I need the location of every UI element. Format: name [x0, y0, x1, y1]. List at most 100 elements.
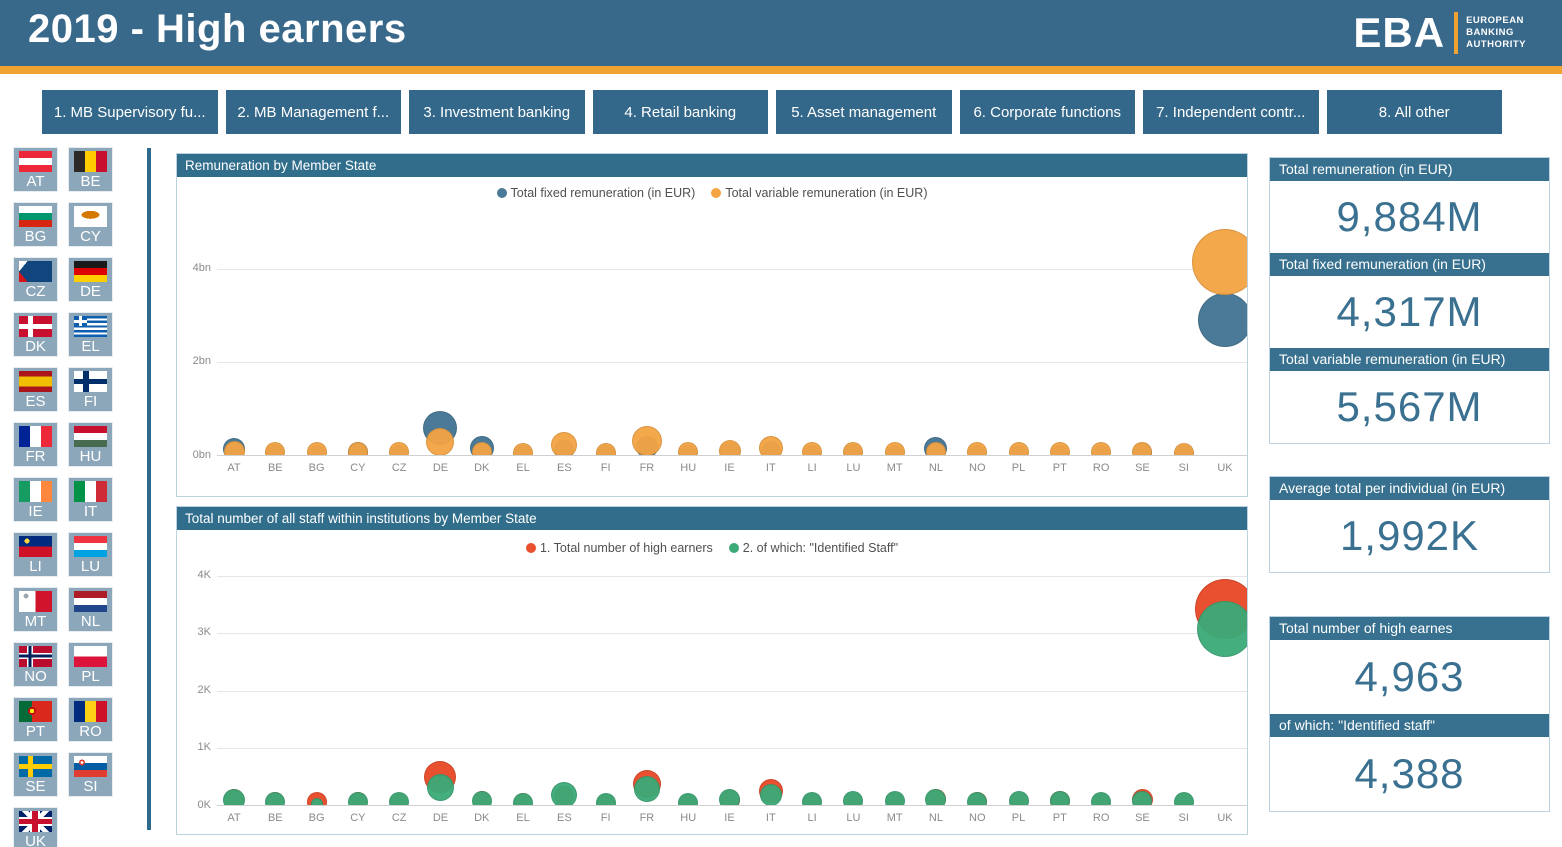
data-point-mt-s1[interactable] [884, 442, 905, 455]
data-point-cz-s1[interactable] [389, 792, 410, 805]
legend-dot-icon [496, 188, 507, 198]
legend-item-total-fixed-remuneration-in-eur[interactable]: Total fixed remuneration (in EUR) [496, 186, 695, 200]
data-point-li-s1[interactable] [802, 791, 823, 805]
country-filter-si[interactable]: SI [68, 752, 113, 797]
data-point-bg-s1[interactable] [310, 798, 323, 805]
data-point-ro-s1[interactable] [1091, 442, 1112, 455]
data-point-pt-s1[interactable] [1049, 442, 1070, 455]
country-filter-ro[interactable]: RO [68, 697, 113, 742]
country-filter-pl[interactable]: PL [68, 642, 113, 687]
data-point-fi-s1[interactable] [595, 792, 616, 805]
data-point-mt-s1[interactable] [884, 791, 905, 805]
data-point-pt-s1[interactable] [1049, 791, 1070, 805]
data-point-cy-s1[interactable] [347, 791, 368, 805]
kpi-group-2: Average total per individual (in EUR) 1,9… [1269, 476, 1550, 573]
eba-logo-separator [1454, 12, 1459, 54]
data-point-be-s1[interactable] [265, 791, 286, 805]
data-point-pl-s1[interactable] [1008, 442, 1029, 455]
eba-logo-abbr: EBA [1353, 9, 1446, 56]
country-filter-lu[interactable]: LU [68, 532, 113, 577]
y-axis-tick: 0K [197, 799, 211, 811]
data-point-uk-s1[interactable] [1192, 228, 1247, 295]
data-point-lu-s1[interactable] [843, 441, 864, 455]
data-point-de-s1[interactable] [426, 773, 454, 801]
country-filter-ie[interactable]: IE [13, 477, 58, 522]
data-point-lu-s1[interactable] [843, 790, 864, 805]
data-point-fi-s1[interactable] [595, 442, 616, 455]
data-point-si-s1[interactable] [1173, 442, 1194, 455]
data-point-se-s1[interactable] [1132, 441, 1153, 455]
kpi-group-3: Total number of high earnes 4,963 of which… [1269, 616, 1550, 812]
country-filter-fr[interactable]: FR [13, 422, 58, 467]
legend-item-1-total-number-of-high-earners[interactable]: 1. Total number of high earners [525, 541, 713, 555]
data-point-de-s1[interactable] [426, 427, 455, 455]
data-point-dk-s1[interactable] [471, 790, 492, 805]
country-filter-hu[interactable]: HU [68, 422, 113, 467]
data-point-ro-s1[interactable] [1091, 791, 1112, 805]
data-point-be-s1[interactable] [265, 442, 286, 455]
legend-item-total-variable-remuneration-in-eur[interactable]: Total variable remuneration (in EUR) [711, 186, 927, 200]
tab-4-retail-banking[interactable]: 4. Retail banking [592, 90, 768, 134]
data-point-it-s1[interactable] [758, 436, 783, 455]
flag-icon-li [19, 536, 52, 557]
tab-6-corporate-functions[interactable]: 6. Corporate functions [959, 90, 1135, 134]
data-point-nl-s1[interactable] [925, 441, 946, 455]
chart-legend: Total fixed remuneration (in EUR) Total v… [177, 186, 1247, 200]
data-point-bg-s1[interactable] [306, 442, 327, 455]
flag-icon-ro [74, 701, 107, 722]
data-point-nl-s1[interactable] [925, 789, 947, 805]
data-point-uk-s1[interactable] [1197, 600, 1247, 657]
data-point-cz-s1[interactable] [389, 442, 410, 455]
country-filter-se[interactable]: SE [13, 752, 58, 797]
data-point-el-s1[interactable] [513, 442, 534, 455]
data-point-fr-s1[interactable] [631, 425, 662, 455]
tab-8-all-other[interactable]: 8. All other [1326, 90, 1502, 134]
data-point-es-s1[interactable] [551, 432, 578, 455]
country-filter-pt[interactable]: PT [13, 697, 58, 742]
country-filter-cy[interactable]: CY [68, 202, 113, 247]
data-point-ie-s1[interactable] [718, 439, 741, 455]
country-filter-cz[interactable]: CZ [13, 257, 58, 302]
data-point-li-s1[interactable] [802, 442, 823, 455]
data-point-uk-s0[interactable] [1198, 293, 1247, 348]
country-filter-fi[interactable]: FI [68, 367, 113, 412]
data-point-pl-s1[interactable] [1008, 791, 1029, 805]
tab-5-asset-management[interactable]: 5. Asset management [776, 90, 952, 134]
data-point-el-s1[interactable] [513, 792, 534, 805]
country-filter-el[interactable]: EL [68, 312, 113, 357]
tab-2-mb-management-f[interactable]: 2. MB Management f... [225, 90, 401, 134]
data-point-cy-s1[interactable] [347, 442, 368, 455]
country-filter-li[interactable]: LI [13, 532, 58, 577]
country-filter-at[interactable]: AT [13, 147, 58, 192]
kpi-card-average-total-per-individual-in-eur: Average total per individual (in EUR) 1,9… [1270, 477, 1549, 572]
country-filter-it[interactable]: IT [68, 477, 113, 522]
data-point-fr-s1[interactable] [633, 775, 660, 802]
data-point-no-s1[interactable] [967, 442, 988, 455]
country-filter-nl[interactable]: NL [68, 587, 113, 632]
country-filter-bg[interactable]: BG [13, 202, 58, 247]
country-filter-es[interactable]: ES [13, 367, 58, 412]
data-point-at-s1[interactable] [223, 440, 245, 455]
country-filter-uk[interactable]: UK [13, 807, 58, 847]
country-filter-be[interactable]: BE [68, 147, 113, 192]
country-filter-de[interactable]: DE [68, 257, 113, 302]
data-point-ie-s1[interactable] [719, 789, 740, 805]
x-axis-label-es: ES [556, 812, 572, 824]
data-point-si-s1[interactable] [1173, 791, 1194, 805]
x-axis-label-dk: DK [474, 462, 490, 474]
tab-3-investment-banking[interactable]: 3. Investment banking [409, 90, 585, 134]
tab-7-independent-contr[interactable]: 7. Independent contr... [1143, 90, 1319, 134]
data-point-hu-s1[interactable] [678, 442, 699, 455]
legend-item-2-of-which-identified-staff[interactable]: 2. of which: "Identified Staff" [728, 541, 898, 555]
data-point-dk-s1[interactable] [471, 442, 492, 455]
x-axis-label-ie: IE [724, 462, 735, 474]
country-filter-no[interactable]: NO [13, 642, 58, 687]
country-filter-dk[interactable]: DK [13, 312, 58, 357]
tab-1-mb-supervisory-fu[interactable]: 1. MB Supervisory fu... [42, 90, 218, 134]
data-point-it-s1[interactable] [759, 784, 782, 805]
data-point-es-s1[interactable] [551, 782, 578, 805]
legend-dot-icon [711, 188, 722, 198]
data-point-at-s1[interactable] [223, 789, 245, 805]
data-point-hu-s1[interactable] [678, 792, 699, 805]
country-filter-mt[interactable]: MT [13, 587, 58, 632]
